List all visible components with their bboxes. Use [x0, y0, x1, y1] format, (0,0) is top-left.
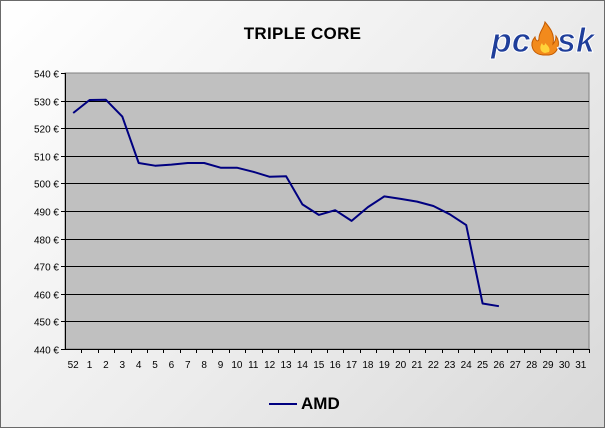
x-tick-label: 19 — [379, 360, 391, 371]
pcask-logo: pc sk — [490, 20, 595, 61]
x-tick-label: 26 — [493, 360, 505, 371]
y-tick-label: 490 € — [34, 208, 59, 219]
y-tick-label: 510 € — [34, 153, 59, 164]
logo-text-group: pc sk — [490, 20, 595, 61]
x-tick-label: 24 — [461, 360, 473, 371]
x-tick-label: 30 — [559, 360, 571, 371]
y-tick-label: 540 € — [34, 70, 59, 81]
x-tick-label: 17 — [346, 360, 358, 371]
x-tick-label: 3 — [120, 360, 126, 371]
x-tick-label: 9 — [218, 360, 224, 371]
y-tick-label: 450 € — [34, 318, 59, 329]
x-tick-label: 2 — [103, 360, 109, 371]
x-tick-label: 31 — [575, 360, 587, 371]
x-tick-label: 22 — [428, 360, 440, 371]
x-tick-label: 21 — [412, 360, 424, 371]
x-tick-label: 11 — [248, 360, 259, 371]
x-tick-label: 14 — [297, 360, 309, 371]
y-tick-label: 520 € — [34, 125, 59, 136]
x-tick-label: 1 — [87, 360, 93, 371]
x-tick-label: 10 — [231, 360, 243, 371]
y-tick-label: 500 € — [34, 180, 59, 191]
series-line-amd — [72, 98, 500, 308]
x-tick-label: 15 — [313, 360, 325, 371]
legend: AMD — [269, 394, 340, 414]
y-tick-label: 440 € — [34, 346, 59, 357]
x-tick-label: 8 — [201, 360, 207, 371]
y-tick-label: 470 € — [34, 263, 59, 274]
y-tick-label: 460 € — [34, 291, 59, 302]
legend-label-amd: AMD — [301, 394, 340, 413]
x-tick-label: 20 — [395, 360, 407, 371]
x-tick-label: 12 — [264, 360, 276, 371]
x-tick-label: 25 — [477, 360, 489, 371]
x-tick-label: 6 — [169, 360, 175, 371]
x-tick-label: 16 — [330, 360, 342, 371]
y-tick-label: 480 € — [34, 236, 59, 247]
chart-title: TRIPLE CORE — [243, 24, 362, 43]
x-tick-label: 29 — [543, 360, 555, 371]
svg-text:pc: pc — [490, 22, 531, 60]
flame-icon — [531, 20, 559, 56]
x-tick-label: 13 — [281, 360, 293, 371]
x-tick-label: 18 — [362, 360, 374, 371]
x-tick-label: 23 — [444, 360, 456, 371]
x-tick-label: 28 — [526, 360, 538, 371]
x-tick-label: 4 — [136, 360, 142, 371]
x-tick-label: 27 — [510, 360, 522, 371]
svg-text:sk: sk — [557, 22, 595, 60]
legend-swatch-amd — [269, 403, 297, 405]
x-tick-label: 52 — [68, 360, 80, 371]
y-tick-label: 530 € — [34, 98, 59, 109]
x-tick-label: 7 — [185, 360, 191, 371]
x-tick-label: 5 — [152, 360, 158, 371]
